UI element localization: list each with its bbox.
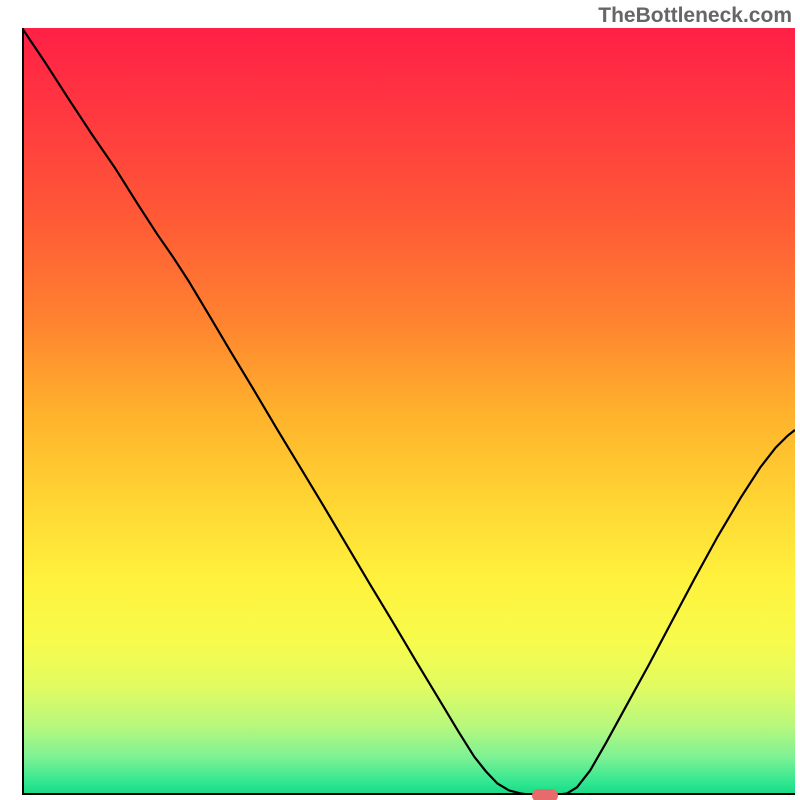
plot-area xyxy=(22,28,795,795)
watermark-text: TheBottleneck.com xyxy=(598,4,792,28)
gradient-background xyxy=(22,28,795,795)
chart-container: TheBottleneck.com xyxy=(0,0,800,800)
bottleneck-marker xyxy=(532,789,558,800)
